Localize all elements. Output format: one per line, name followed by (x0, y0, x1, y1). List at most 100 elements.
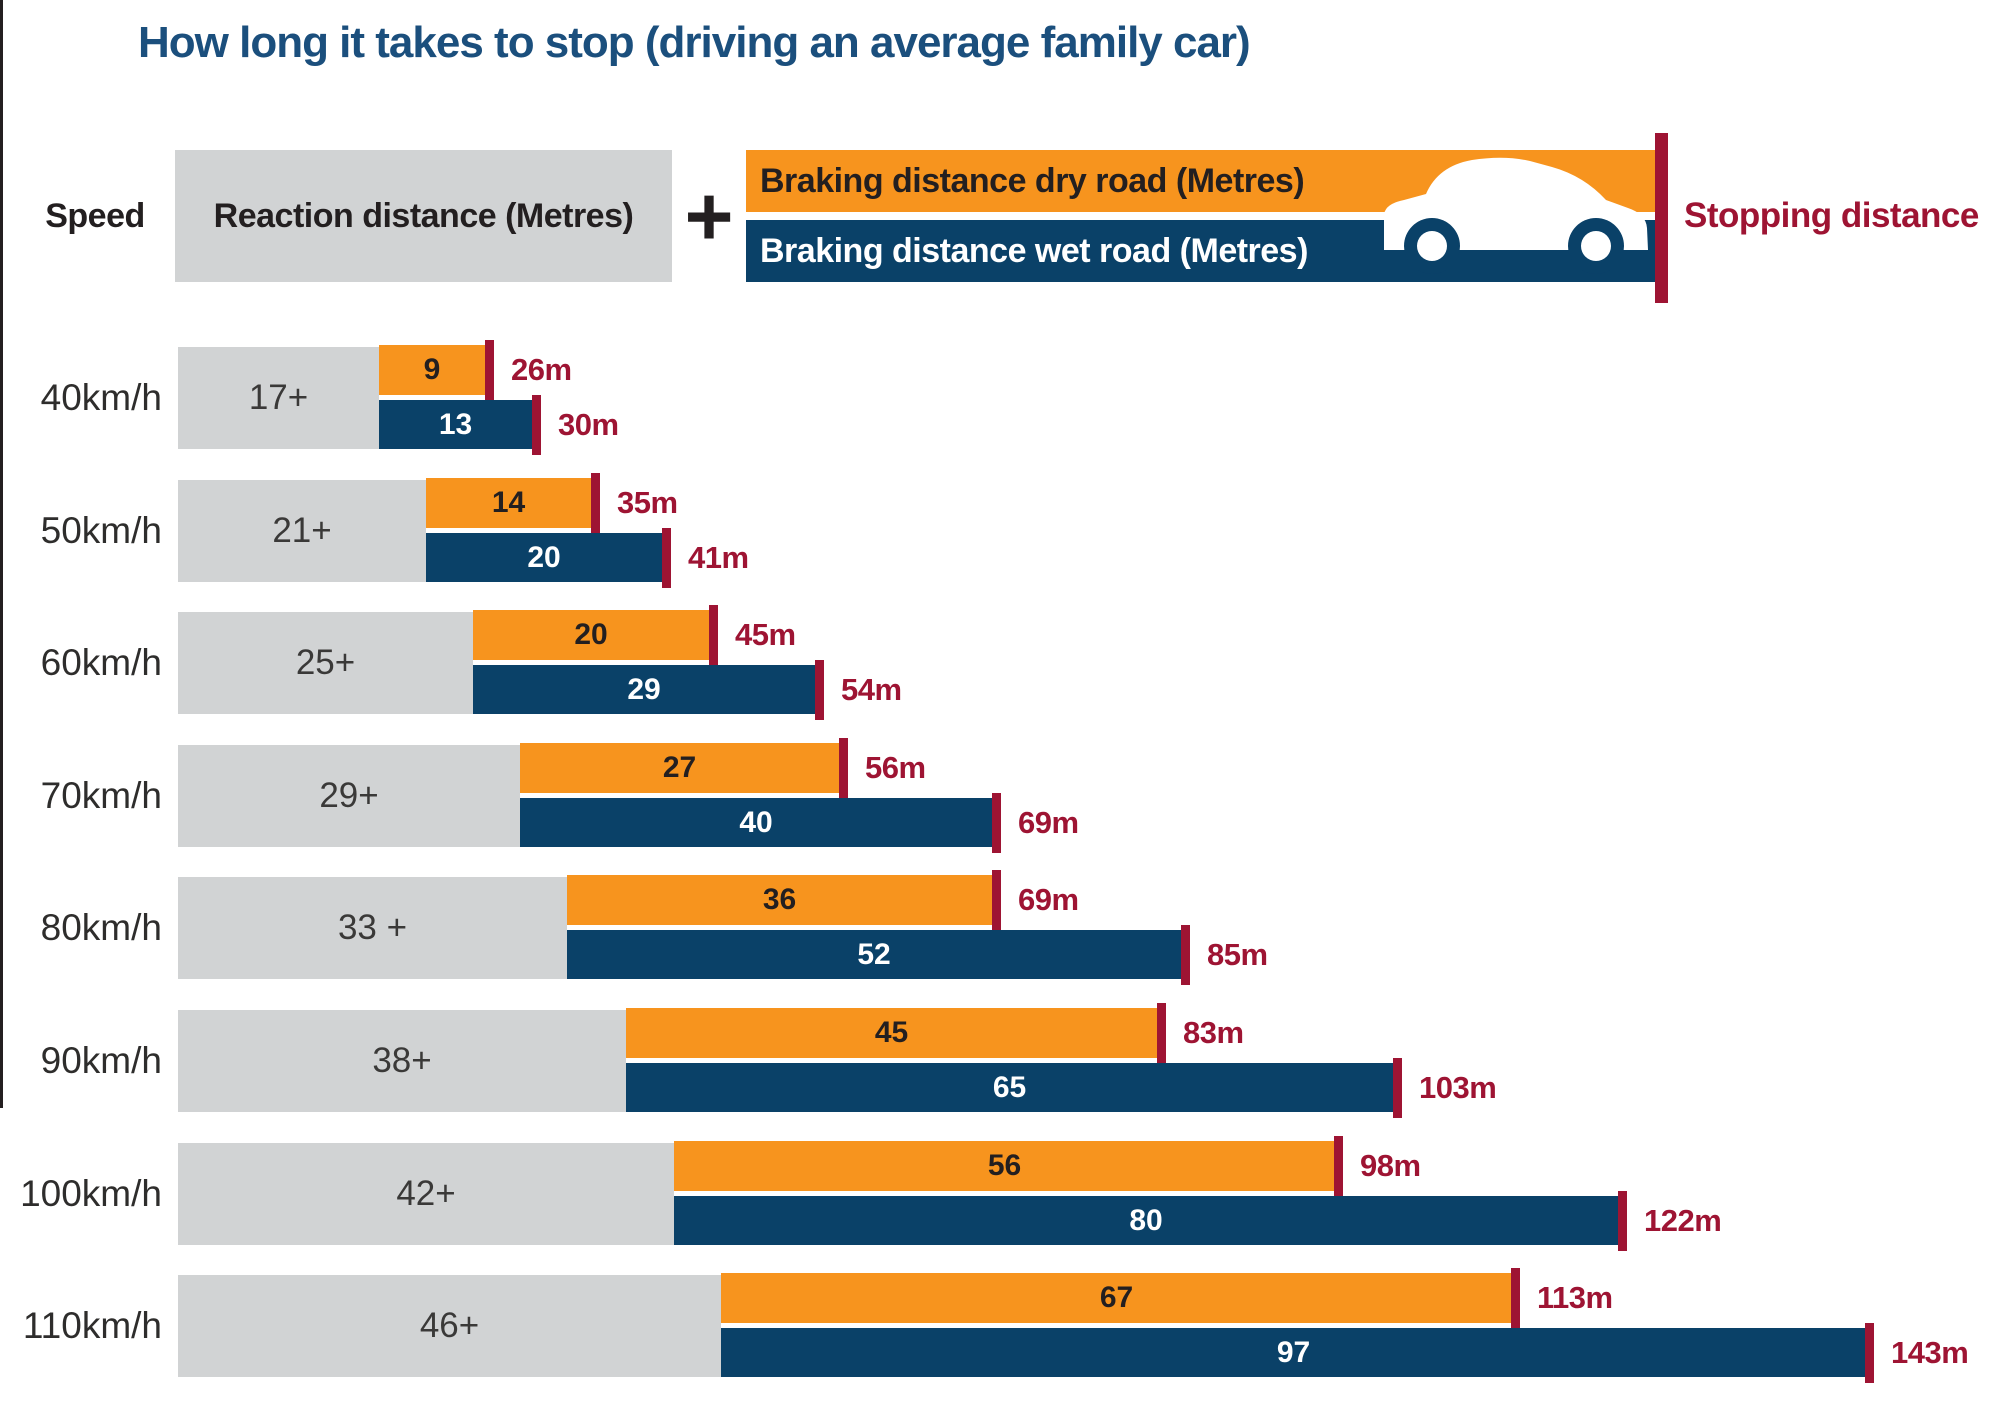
reaction-distance-value: 17+ (248, 378, 309, 417)
stopping-distance-wet-tick (532, 395, 541, 455)
stopping-distance-wet-label: 122m (1644, 1203, 1722, 1238)
stopping-distance-dry-label: 26m (511, 352, 572, 387)
stopping-distance-dry-tick (839, 738, 848, 798)
braking-wet-value: 29 (627, 672, 661, 706)
legend-braking-dry-label: Braking distance dry road (Metres) (760, 161, 1305, 200)
braking-dry-value: 45 (874, 1016, 909, 1049)
stopping-distance-wet-tick (815, 660, 824, 720)
stopping-distance-dry-label: 35m (617, 485, 678, 520)
stopping-distance-dry-label: 83m (1183, 1015, 1244, 1050)
braking-dry-bar: 27 (520, 743, 839, 793)
braking-wet-bar: 80 (674, 1196, 1618, 1245)
stopping-distance-wet-tick (1865, 1323, 1874, 1383)
chart-row-110km/h: 110km/h 46+ 67 113m 97 143m (0, 1268, 2008, 1383)
braking-dry-bar: 36 (567, 875, 992, 925)
stopping-distance-dry-label: 45m (735, 617, 796, 652)
braking-wet-value: 20 (527, 540, 561, 574)
reaction-distance-bar: 38+ (178, 1010, 626, 1112)
braking-dry-value: 36 (762, 883, 797, 916)
stopping-distance-wet-label: 143m (1891, 1335, 1969, 1370)
braking-wet-value: 40 (739, 805, 773, 839)
reaction-distance-bar: 29+ (178, 745, 520, 847)
speed-label: 70km/h (40, 775, 162, 816)
stopping-distance-dry-label: 98m (1360, 1148, 1421, 1183)
reaction-distance-bar: 42+ (178, 1143, 674, 1245)
chart-row-40km/h: 40km/h 17+ 9 26m 13 30m (0, 340, 2008, 455)
reaction-distance-bar: 46+ (178, 1275, 721, 1377)
stopping-distance-wet-tick (1393, 1058, 1402, 1118)
stopping-distance-wet-label: 85m (1207, 937, 1268, 972)
braking-wet-bar: 97 (721, 1328, 1866, 1377)
chart-row-60km/h: 60km/h 25+ 20 45m 29 54m (0, 605, 2008, 720)
stopping-distance-dry-label: 69m (1018, 882, 1079, 917)
car-icon (1384, 157, 1648, 274)
braking-dry-bar: 14 (426, 478, 591, 528)
chart-title: How long it takes to stop (driving an av… (138, 18, 1251, 67)
reaction-distance-value: 46+ (419, 1306, 480, 1345)
stopping-distance-wet-label: 54m (841, 672, 902, 707)
legend-reaction-distance-label: Reaction distance (Metres) (213, 196, 634, 235)
stopping-distance-dry-tick (1511, 1268, 1520, 1328)
braking-dry-value: 9 (423, 353, 441, 386)
braking-dry-value: 67 (1099, 1281, 1134, 1314)
reaction-distance-value: 29+ (319, 776, 379, 815)
reaction-distance-bar: 17+ (178, 347, 379, 449)
legend-speed-label: Speed (45, 196, 145, 235)
stopping-distance-dry-label: 56m (865, 750, 926, 785)
stopping-distance-dry-tick (591, 473, 600, 533)
braking-wet-bar: 20 (426, 533, 662, 582)
braking-dry-bar: 56 (674, 1141, 1335, 1191)
chart-row-70km/h: 70km/h 29+ 27 56m 40 69m (0, 738, 2008, 853)
stopping-distance-dry-tick (485, 340, 494, 400)
braking-dry-bar: 67 (721, 1273, 1512, 1323)
braking-wet-bar: 52 (567, 930, 1181, 979)
speed-label: 50km/h (40, 510, 162, 551)
stopping-distance-wet-label: 103m (1419, 1070, 1497, 1105)
braking-wet-value: 13 (438, 407, 473, 441)
braking-dry-value: 56 (987, 1149, 1022, 1182)
chart-row-90km/h: 90km/h 38+ 45 83m 65 103m (0, 1003, 2008, 1118)
chart-row-80km/h: 80km/h 33 + 36 69m 52 85m (0, 870, 2008, 985)
legend-stopping-distance-label: Stopping distance (1684, 196, 1979, 235)
reaction-distance-bar: 33 + (178, 877, 567, 979)
stopping-distance-wet-label: 41m (688, 540, 749, 575)
braking-wet-value: 97 (1276, 1335, 1311, 1369)
speed-label: 110km/h (22, 1305, 162, 1346)
reaction-distance-value: 38+ (372, 1041, 432, 1080)
reaction-distance-value: 21+ (272, 511, 332, 550)
stopping-distance-wet-tick (662, 528, 671, 588)
stopping-distance-dry-tick (1334, 1136, 1343, 1196)
stopping-distance-wet-tick (1618, 1191, 1627, 1251)
chart-row-50km/h: 50km/h 21+ 14 35m 20 41m (0, 473, 2008, 588)
stopping-distance-wet-label: 30m (558, 407, 619, 442)
braking-dry-bar: 9 (379, 345, 485, 395)
stopping-distance-wet-label: 69m (1018, 805, 1079, 840)
braking-wet-bar: 13 (379, 400, 532, 449)
legend-reaction-distance-box: Reaction distance (Metres) (175, 150, 672, 282)
braking-dry-value: 14 (491, 486, 526, 519)
braking-wet-value: 80 (1129, 1203, 1163, 1237)
stopping-distance-dry-label: 113m (1537, 1280, 1613, 1315)
braking-wet-bar: 65 (626, 1063, 1393, 1112)
chart-row-100km/h: 100km/h 42+ 56 98m 80 122m (0, 1136, 2008, 1251)
stopping-distance-dry-tick (709, 605, 718, 665)
braking-wet-bar: 40 (520, 798, 992, 847)
legend-braking-wet-label: Braking distance wet road (Metres) (760, 231, 1308, 270)
stopping-distance-dry-tick (1157, 1003, 1166, 1063)
braking-wet-bar: 29 (473, 665, 815, 714)
reaction-distance-value: 33 + (337, 908, 408, 947)
braking-dry-bar: 20 (473, 610, 709, 660)
stopping-distance-marker-bar (1655, 133, 1668, 303)
stopping-distance-dry-tick (992, 870, 1001, 930)
speed-label: 80km/h (40, 907, 162, 948)
speed-label: 60km/h (40, 642, 162, 683)
speed-label: 40km/h (40, 377, 162, 418)
reaction-distance-bar: 25+ (178, 612, 473, 714)
braking-wet-value: 52 (857, 937, 891, 971)
braking-dry-value: 20 (574, 618, 608, 651)
stopping-distance-wet-tick (1181, 925, 1190, 985)
braking-dry-value: 27 (662, 751, 697, 784)
reaction-distance-bar: 21+ (178, 480, 426, 582)
braking-wet-value: 65 (992, 1070, 1027, 1104)
y-axis-line (0, 0, 3, 1108)
